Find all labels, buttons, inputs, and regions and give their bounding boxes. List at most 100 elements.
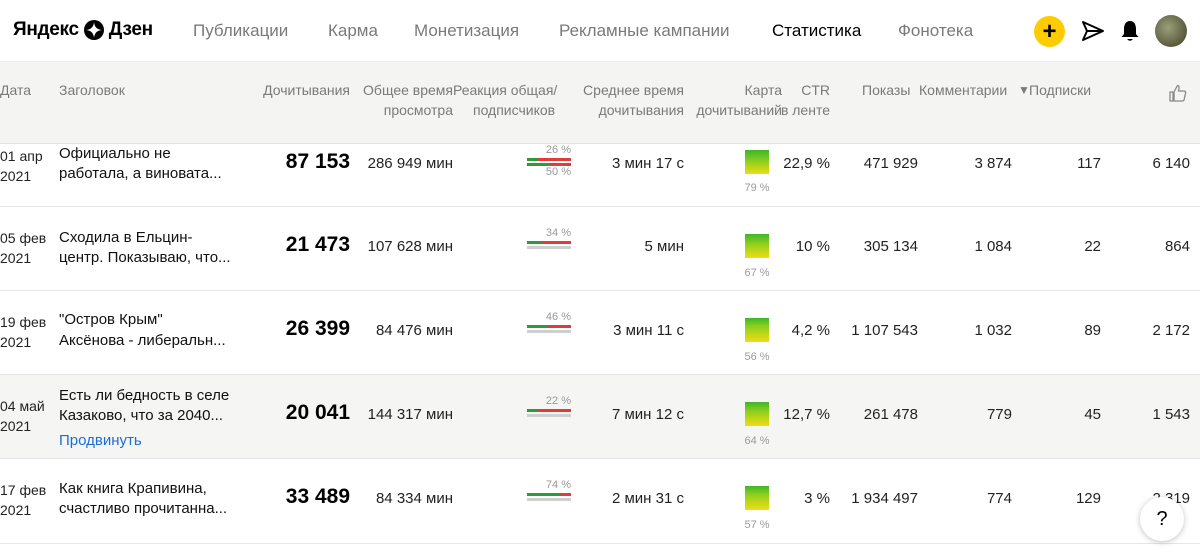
row-reads: 21 473 — [285, 233, 350, 256]
row-year: 2021 — [0, 334, 32, 350]
row-title[interactable]: "Остров Крым" — [59, 311, 163, 328]
row-title[interactable]: Официально не — [59, 145, 171, 162]
row-ctr: 3 % — [804, 490, 830, 507]
read-map-heat[interactable] — [745, 486, 769, 510]
dzen-star-icon — [83, 20, 104, 40]
read-map-pct: 79 % — [744, 182, 770, 194]
col-title[interactable]: Заголовок — [59, 82, 125, 98]
table-row[interactable]: 01 апр 2021 Официально не работала, а ви… — [0, 144, 1200, 207]
table-row[interactable]: 05 фев 2021 Сходила в Ельцин- центр. Пок… — [0, 207, 1200, 291]
col-subscriptions[interactable]: Подписки — [1029, 82, 1092, 98]
row-reads: 20 041 — [285, 401, 350, 424]
row-title-line2[interactable]: работала, а виновата... — [59, 165, 222, 182]
nav-publications[interactable]: Публикации — [193, 21, 289, 40]
row-total-time: 84 476 мин — [375, 322, 453, 339]
row-avg-time: 5 мин — [644, 238, 685, 255]
reaction-indicator: 74 % — [527, 479, 571, 501]
col-avg-time[interactable]: Среднее время — [583, 82, 684, 98]
reaction-indicator: 26 % 50 % — [527, 144, 571, 178]
row-shows: 1 934 497 — [851, 490, 918, 507]
nav-ad-campaigns[interactable]: Рекламные кампании — [559, 21, 730, 40]
row-shows: 471 929 — [863, 155, 918, 172]
row-likes: 1 543 — [1152, 406, 1190, 423]
read-map-pct: 56 % — [744, 351, 770, 363]
col-total-time[interactable]: Общее время — [363, 82, 453, 98]
row-subscriptions: 117 — [1077, 155, 1101, 172]
read-map-pct: 67 % — [744, 267, 770, 279]
row-title-line2[interactable]: счастливо прочитанна... — [59, 500, 228, 517]
row-title-line2[interactable]: Аксёнова - либеральн... — [59, 332, 226, 349]
row-comments: 779 — [986, 406, 1012, 423]
reaction-indicator: 34 % — [527, 227, 571, 249]
table-row[interactable]: 17 фев 2021 Как книга Крапивина, счастли… — [0, 459, 1200, 544]
nav-karma[interactable]: Карма — [328, 21, 378, 40]
read-map-heat[interactable] — [745, 402, 769, 426]
row-reads: 33 489 — [285, 485, 350, 508]
row-shows: 305 134 — [863, 238, 918, 255]
row-avg-time: 3 мин 11 с — [613, 322, 684, 339]
row-avg-time: 3 мин 17 с — [611, 155, 684, 172]
row-shows: 261 478 — [863, 406, 918, 423]
read-map-heat[interactable] — [745, 318, 769, 342]
col-read-map-line2: дочитываний — [696, 102, 782, 118]
nav-statistics[interactable]: Статистика — [772, 21, 862, 40]
logo-yandex-text: Яндекс — [13, 19, 79, 40]
table-row[interactable]: 04 май 2021 Есть ли бедность в селе Каза… — [0, 375, 1200, 459]
like-icon[interactable] — [1169, 84, 1187, 102]
row-total-time: 144 317 мин — [367, 406, 453, 423]
bell-icon[interactable] — [1120, 20, 1140, 42]
table-header: Дата Заголовок Дочитывания Общее время п… — [0, 62, 1200, 144]
row-total-time: 286 949 мин — [367, 155, 453, 172]
user-avatar[interactable] — [1155, 15, 1187, 47]
top-navigation: Яндекс Дзен Публикации Карма Монетизация… — [0, 0, 1200, 62]
logo-dzen-text: Дзен — [108, 19, 153, 40]
sort-down-icon: ▼ — [1018, 83, 1030, 97]
row-ctr: 4,2 % — [791, 322, 830, 339]
reaction-subscribers-bar — [527, 498, 571, 501]
row-comments: 1 032 — [974, 322, 1012, 339]
read-map-heat[interactable] — [745, 150, 769, 174]
row-date: 19 фев — [0, 314, 47, 330]
row-title[interactable]: Сходила в Ельцин- — [59, 229, 193, 246]
row-date: 05 фев — [0, 230, 47, 246]
row-likes: 6 140 — [1152, 155, 1190, 172]
col-ctr[interactable]: CTR — [801, 82, 830, 98]
col-date[interactable]: Дата — [0, 82, 32, 98]
row-ctr: 22,9 % — [783, 155, 830, 172]
row-likes: 2 172 — [1152, 322, 1190, 339]
dzen-logo[interactable]: Яндекс Дзен — [13, 19, 153, 41]
row-subscriptions: 89 — [1084, 322, 1101, 339]
promote-link[interactable]: Продвинуть — [59, 432, 142, 449]
reaction-total-pct: 74 % — [545, 479, 571, 491]
row-year: 2021 — [0, 418, 32, 434]
row-title[interactable]: Есть ли бедность в селе — [59, 387, 230, 404]
col-reaction[interactable]: Реакция общая/ — [453, 82, 558, 98]
nav-monetization[interactable]: Монетизация — [414, 21, 520, 40]
send-icon[interactable] — [1081, 20, 1105, 42]
table-row[interactable]: 19 фев 2021 "Остров Крым" Аксёнова - либ… — [0, 291, 1200, 375]
help-button[interactable]: ? — [1140, 497, 1184, 541]
read-map-pct: 64 % — [744, 435, 770, 447]
row-total-time: 84 334 мин — [375, 490, 453, 507]
col-shows[interactable]: Показы — [862, 82, 911, 98]
row-title-line2[interactable]: центр. Показываю, что... — [59, 249, 231, 266]
reaction-total-bar — [527, 241, 571, 244]
col-total-time-line2: просмотра — [383, 102, 453, 118]
row-total-time: 107 628 мин — [367, 238, 453, 255]
col-read-map[interactable]: Карта — [744, 82, 782, 98]
reaction-subscribers-bar — [527, 163, 571, 166]
read-map-pct: 57 % — [744, 519, 770, 531]
reaction-subscribers-bar — [527, 414, 571, 417]
create-button[interactable]: + — [1034, 16, 1065, 47]
row-title-line2[interactable]: Казаково, что за 2040... — [59, 407, 223, 424]
row-comments: 3 874 — [974, 155, 1012, 172]
col-avg-time-line2: дочитывания — [598, 102, 684, 118]
nav-sound-library[interactable]: Фонотека — [898, 21, 974, 40]
row-avg-time: 2 мин 31 с — [611, 490, 684, 507]
col-comments[interactable]: Комментарии — [919, 82, 1008, 98]
col-reads[interactable]: Дочитывания — [263, 82, 350, 98]
reaction-total-bar — [527, 409, 571, 412]
read-map-heat[interactable] — [745, 234, 769, 258]
row-title[interactable]: Как книга Крапивина, — [59, 480, 207, 497]
row-reads: 87 153 — [285, 150, 350, 173]
